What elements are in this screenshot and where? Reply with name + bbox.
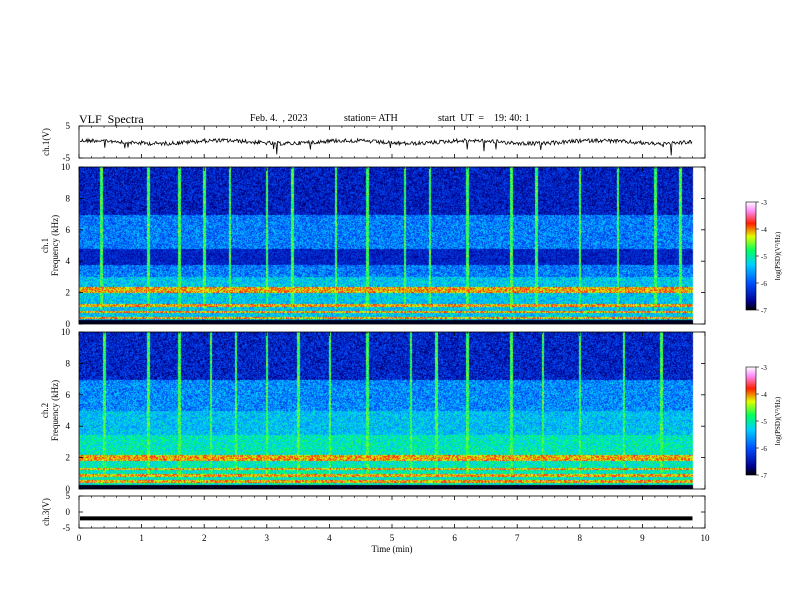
x-tick-label: 9 (640, 533, 645, 543)
x-tick-label: 3 (265, 533, 270, 543)
ch1-trace (79, 137, 693, 156)
y-tick-label: 4 (66, 421, 71, 431)
y-tick-label: 5 (66, 121, 71, 131)
colorbar-tick-label: -3 (761, 364, 767, 372)
spectrogram-image (79, 167, 705, 324)
y-tick-label: 5 (66, 491, 71, 501)
colorbar-tick-label: -7 (761, 472, 767, 480)
y-axis-label-channel: ch.1 (40, 238, 50, 253)
y-tick-label: 8 (66, 358, 71, 368)
y-tick-label: 8 (66, 193, 71, 203)
colorbar-label: log(PSD)(V²/Hz) (774, 396, 782, 445)
colorbar (745, 201, 757, 311)
y-tick-label: 0 (66, 484, 71, 494)
x-axis-label: Time (min) (372, 544, 413, 554)
colorbar-tick-label: -4 (761, 391, 767, 399)
figure-title: VLF Spectra (79, 112, 144, 126)
colorbar-tick-label: -6 (761, 445, 767, 453)
y-tick-label: 6 (66, 390, 71, 400)
y-axis-label-channel: ch.2 (40, 403, 50, 418)
ch1-spectrogram-panel: 0 2 4 6 8 10 ch.1 Frequency (kHz) -3 -4 -5 -6 -7 log(… (40, 162, 782, 329)
y-tick-label: -5 (63, 153, 71, 163)
x-tick-label: 0 (77, 533, 82, 543)
y-tick-label: 0 (66, 319, 71, 329)
y-tick-label: 0 (66, 507, 71, 517)
station-label: station= ATH (344, 113, 398, 124)
date-label: Feb. 4. , 2023 (250, 113, 308, 124)
colorbar (745, 366, 757, 476)
ch1-waveform-panel: 5 -5 ch.1(V) (41, 121, 706, 163)
x-tick-label: 8 (578, 533, 583, 543)
y-tick-label: 10 (61, 327, 71, 337)
ch3-waveform-panel: 5 0 -5 ch.3(V) 0 1 2 3 4 5 6 7 8 9 10 Time (min) (41, 491, 710, 554)
y-tick-label: 2 (66, 288, 71, 298)
panel-frame (78, 495, 706, 529)
x-tick-label: 7 (515, 533, 520, 543)
colorbar-tick-label: -3 (761, 199, 767, 207)
start-ut-label: start UT = 19: 40: 1 (438, 113, 530, 124)
colorbar-tick-label: -6 (761, 280, 767, 288)
ch2-spectrogram-panel: 0 2 4 6 8 10 ch.2 Frequency (kHz) -3 -4 -5 -6 -7 log(… (40, 327, 782, 494)
x-tick-label: 10 (701, 533, 711, 543)
colorbar-tick-label: -5 (761, 253, 767, 261)
y-axis-label: ch.3(V) (41, 498, 51, 526)
y-tick-label: 10 (61, 162, 71, 172)
y-tick-label: 2 (66, 453, 71, 463)
y-axis-label-frequency: Frequency (kHz) (50, 380, 60, 441)
y-tick-label: 6 (66, 225, 71, 235)
x-tick-label: 1 (139, 533, 144, 543)
y-axis-label: ch.1(V) (41, 128, 51, 156)
colorbar-tick-label: -4 (761, 226, 767, 234)
y-axis-label-frequency: Frequency (kHz) (50, 215, 60, 276)
colorbar-tick-label: -5 (761, 418, 767, 426)
y-tick-label: 4 (66, 256, 71, 266)
colorbar-label: log(PSD)(V²/Hz) (774, 231, 782, 280)
x-tick-label: 4 (327, 533, 332, 543)
spectrogram-image (79, 332, 705, 489)
x-tick-label: 2 (202, 533, 207, 543)
colorbar-tick-label: -7 (761, 307, 767, 315)
x-tick-label: 5 (390, 533, 395, 543)
y-tick-label: -5 (63, 523, 71, 533)
x-tick-label: 6 (452, 533, 457, 543)
